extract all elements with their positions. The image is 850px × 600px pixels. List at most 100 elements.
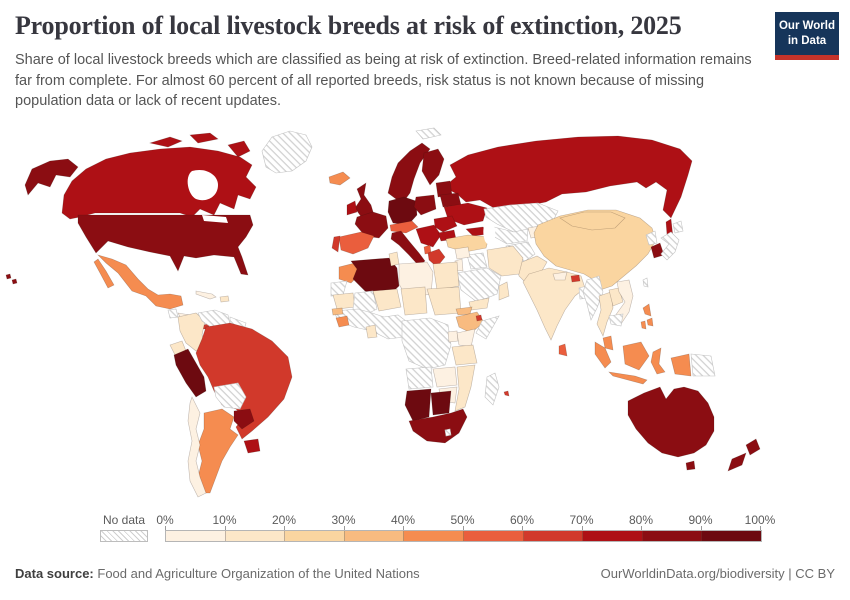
region-balkans[interactable] (415, 224, 442, 248)
region-brazil[interactable] (195, 322, 293, 440)
region-greenland[interactable] (261, 130, 313, 174)
region-tunisia[interactable] (388, 251, 400, 267)
region-united-states[interactable] (24, 158, 79, 196)
region-svalbard[interactable] (415, 127, 442, 140)
region-central-africa[interactable] (401, 317, 452, 370)
region-japan[interactable] (672, 220, 684, 234)
region-indonesia[interactable] (670, 353, 692, 377)
region-canada[interactable] (227, 140, 251, 158)
owid-logo[interactable]: Our World in Data (775, 12, 839, 60)
region-myanmar[interactable] (582, 275, 604, 321)
legend-cell[interactable] (404, 531, 464, 541)
region-zambia[interactable] (432, 366, 458, 388)
region-nepal[interactable] (552, 271, 568, 281)
region-portugal[interactable] (331, 235, 341, 253)
region-indonesia[interactable] (622, 341, 650, 371)
region-saudi-arabia[interactable] (456, 267, 502, 303)
legend-cell[interactable] (523, 531, 584, 541)
region-united-states[interactable] (5, 273, 12, 280)
region-guinea[interactable] (335, 315, 350, 328)
region-ireland[interactable] (346, 200, 358, 216)
legend-cell[interactable] (583, 531, 643, 541)
region-mexico[interactable] (93, 258, 115, 289)
region-bolivia[interactable] (213, 382, 247, 410)
region-senegal[interactable] (331, 307, 344, 316)
legend-cell[interactable] (166, 531, 226, 541)
region-somalia[interactable] (475, 315, 500, 340)
region-japan[interactable] (660, 231, 680, 261)
region-indonesia[interactable] (594, 341, 612, 369)
region-iceland[interactable] (328, 171, 351, 186)
region-djibouti[interactable] (475, 314, 483, 322)
region-north-korea[interactable] (645, 230, 658, 246)
legend-cell[interactable] (702, 531, 761, 541)
region-sri-lanka[interactable] (558, 343, 568, 357)
region-cuba[interactable] (195, 290, 217, 300)
region-greece[interactable] (427, 248, 446, 268)
license-link[interactable]: OurWorldinData.org/biodiversity | CC BY (600, 566, 835, 581)
region-papua-new-guinea[interactable] (690, 353, 716, 377)
region-bhutan[interactable] (570, 274, 581, 283)
region-indonesia[interactable] (650, 347, 666, 375)
region-south-africa[interactable] (408, 408, 468, 444)
region-switzerland-austria[interactable] (389, 220, 419, 234)
region-new-zealand[interactable] (745, 438, 761, 456)
region-syria[interactable] (454, 246, 471, 260)
region-sudan[interactable] (426, 286, 462, 316)
region-peru[interactable] (173, 348, 207, 398)
region-mauritania[interactable] (332, 292, 356, 310)
region-ghana[interactable] (365, 324, 378, 339)
region-paraguay[interactable] (233, 408, 255, 430)
region-poland[interactable] (413, 194, 437, 216)
region-madagascar[interactable] (484, 372, 500, 406)
region-canada[interactable] (148, 136, 183, 148)
region-finland[interactable] (421, 148, 445, 186)
region-mauritius[interactable] (503, 390, 510, 397)
region-yemen[interactable] (468, 297, 490, 311)
region-cambodia[interactable] (608, 313, 624, 327)
region-iraq[interactable] (466, 252, 488, 270)
legend-cell[interactable] (285, 531, 345, 541)
region-angola[interactable] (405, 366, 434, 390)
region-indonesia[interactable] (608, 371, 648, 385)
region-uganda[interactable] (447, 330, 459, 343)
region-kenya[interactable] (456, 328, 476, 348)
region-mexico[interactable] (96, 254, 184, 310)
region-spain[interactable] (338, 231, 375, 255)
region-philippines[interactable] (642, 303, 652, 317)
legend-cell[interactable] (642, 531, 703, 541)
region-canada[interactable] (189, 132, 219, 144)
region-guatemala[interactable] (167, 308, 179, 319)
region-niger[interactable] (372, 288, 402, 312)
region-oman[interactable] (498, 281, 510, 301)
region-taiwan[interactable] (642, 277, 649, 288)
region-india[interactable] (522, 267, 586, 341)
region-mozambique[interactable] (454, 364, 476, 412)
region-china[interactable] (533, 209, 657, 291)
legend-cell[interactable] (225, 531, 286, 541)
region-united-states[interactable] (11, 278, 18, 285)
region-uruguay[interactable] (243, 438, 261, 454)
region-lesotho[interactable] (444, 428, 452, 437)
region-namibia[interactable] (404, 388, 432, 422)
region-tanzania[interactable] (451, 344, 478, 366)
region-philippines[interactable] (646, 317, 654, 327)
region-australia[interactable] (627, 386, 715, 458)
legend-cell[interactable] (344, 531, 405, 541)
region-australia[interactable] (685, 460, 696, 471)
region-botswana[interactable] (430, 390, 452, 416)
region-philippines[interactable] (640, 320, 647, 330)
region-turkey[interactable] (445, 234, 490, 253)
region-romania[interactable] (433, 215, 458, 233)
region-chile[interactable] (187, 396, 207, 498)
legend-cell[interactable] (463, 531, 524, 541)
region-mongolia[interactable] (559, 211, 626, 231)
region-iran[interactable] (486, 245, 524, 277)
region-argentina[interactable] (197, 408, 239, 494)
region-canada[interactable] (61, 146, 257, 220)
region-hispaniola[interactable] (219, 295, 230, 303)
region-chad[interactable] (400, 286, 428, 316)
region-malaysia[interactable] (602, 335, 614, 351)
region-germany-czech[interactable] (387, 196, 418, 226)
region-united-states[interactable] (77, 214, 254, 276)
